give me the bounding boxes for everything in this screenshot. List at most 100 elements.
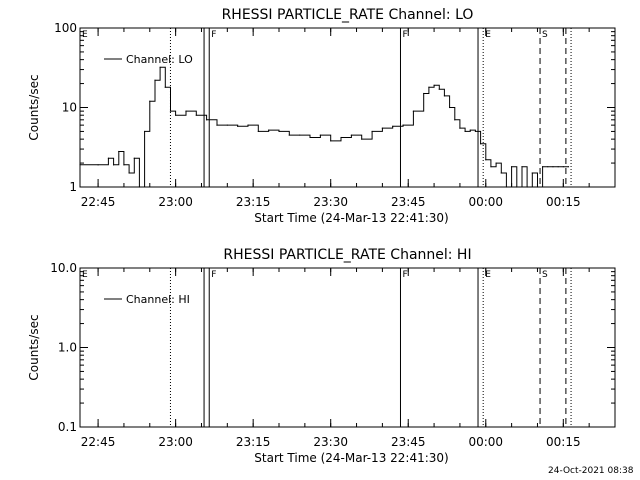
data-point bbox=[474, 130, 477, 133]
data-point bbox=[371, 130, 373, 133]
chart-title: RHESSI PARTICLE_RATE Channel: HI bbox=[223, 247, 471, 263]
y-tick-label: 10.0 bbox=[50, 261, 77, 275]
data-point bbox=[402, 124, 404, 126]
data-point bbox=[433, 84, 435, 86]
data-point bbox=[149, 100, 151, 102]
flag-label: F bbox=[211, 30, 216, 40]
data-point bbox=[495, 162, 497, 164]
data-point bbox=[164, 86, 166, 88]
data-point bbox=[268, 129, 270, 131]
data-point bbox=[97, 164, 99, 166]
x-tick-label: 00:15 bbox=[546, 435, 581, 449]
data-point bbox=[299, 134, 301, 136]
y-tick-label: 1.0 bbox=[58, 341, 77, 355]
data-point bbox=[412, 110, 415, 112]
data-point bbox=[438, 88, 440, 90]
data-point bbox=[469, 129, 471, 131]
data-point bbox=[278, 130, 280, 133]
data-point bbox=[454, 119, 456, 121]
data-point bbox=[169, 110, 172, 112]
data-point bbox=[464, 130, 466, 133]
x-axis-label: Start Time (24-Mar-13 22:41:30) bbox=[254, 211, 448, 225]
x-tick-label: 22:45 bbox=[81, 195, 116, 209]
data-point bbox=[505, 186, 508, 188]
data-point bbox=[500, 172, 502, 174]
x-tick-label: 00:00 bbox=[468, 435, 503, 449]
plot-frame bbox=[79, 267, 616, 428]
data-point bbox=[133, 157, 135, 159]
data-point bbox=[392, 125, 394, 127]
x-axis-label: Start Time (24-Mar-13 22:41:30) bbox=[254, 451, 448, 465]
flag-label: E bbox=[485, 270, 491, 280]
data-point bbox=[144, 130, 146, 133]
y-tick-label: 10 bbox=[62, 101, 77, 115]
data-point bbox=[195, 114, 197, 116]
y-tick-label: 0.1 bbox=[58, 420, 77, 434]
data-point bbox=[526, 186, 528, 188]
data-point bbox=[459, 127, 461, 129]
data-point bbox=[552, 166, 554, 168]
data-point bbox=[521, 166, 523, 168]
x-tick-label: 00:15 bbox=[546, 195, 581, 209]
data-point bbox=[257, 130, 259, 133]
data-point bbox=[557, 166, 559, 168]
flag-label: E bbox=[82, 30, 88, 40]
flag-label: F bbox=[211, 270, 216, 280]
data-point bbox=[361, 138, 363, 140]
x-tick-label: 23:15 bbox=[236, 195, 271, 209]
x-tick-label: 23:30 bbox=[313, 195, 348, 209]
data-point bbox=[175, 114, 177, 116]
data-point bbox=[309, 136, 311, 139]
data-point bbox=[107, 157, 110, 159]
footer-date: 24-Oct-2021 08:38 bbox=[548, 466, 634, 476]
data-point bbox=[118, 150, 120, 153]
flag-label: E bbox=[82, 270, 88, 280]
x-tick-label: 22:45 bbox=[81, 435, 116, 449]
flag-label: F bbox=[402, 30, 407, 40]
data-point bbox=[79, 164, 81, 166]
data-point bbox=[536, 186, 539, 188]
data-point bbox=[288, 134, 290, 136]
data-point bbox=[206, 119, 208, 121]
data-point bbox=[319, 134, 321, 136]
x-tick-label: 23:15 bbox=[236, 435, 271, 449]
flag-label: S bbox=[542, 30, 548, 40]
x-tick-label: 23:30 bbox=[313, 435, 348, 449]
y-axis-label: Counts/sec bbox=[27, 74, 41, 140]
x-tick-label: 23:45 bbox=[391, 435, 426, 449]
data-point bbox=[128, 172, 130, 174]
y-tick-label: 100 bbox=[54, 21, 77, 35]
data-point bbox=[547, 166, 549, 168]
x-tick-label: 23:45 bbox=[391, 195, 426, 209]
data-point bbox=[511, 166, 513, 168]
series-line bbox=[80, 66, 569, 188]
data-point bbox=[443, 95, 446, 97]
x-tick-label: 00:00 bbox=[468, 195, 503, 209]
y-tick-label: 1 bbox=[69, 180, 77, 194]
chart-panel-2: RHESSI PARTICLE_RATE Channel: HI 0.1 1.0 10… bbox=[27, 247, 616, 465]
data-point bbox=[340, 136, 342, 139]
data-point bbox=[154, 79, 156, 81]
data-point bbox=[112, 164, 115, 166]
chart-title: RHESSI PARTICLE_RATE Channel: LO bbox=[222, 7, 474, 23]
data-point bbox=[542, 166, 544, 168]
data-point bbox=[247, 124, 249, 126]
flag-label: S bbox=[542, 270, 548, 280]
data-point bbox=[428, 86, 430, 88]
data-point bbox=[490, 166, 492, 168]
data-point bbox=[567, 166, 570, 168]
x-tick-label: 23:00 bbox=[158, 435, 193, 449]
data-point bbox=[138, 186, 141, 188]
data-point bbox=[185, 110, 187, 112]
data-point bbox=[485, 159, 487, 161]
data-point bbox=[330, 140, 332, 142]
data-point bbox=[381, 127, 383, 129]
data-point bbox=[448, 106, 451, 109]
legend-label: Channel: LO bbox=[126, 53, 193, 66]
data-point bbox=[216, 124, 218, 126]
data-point bbox=[516, 186, 518, 188]
legend-label: Channel: HI bbox=[126, 293, 190, 306]
data-point bbox=[350, 134, 352, 136]
data-point bbox=[562, 166, 564, 168]
